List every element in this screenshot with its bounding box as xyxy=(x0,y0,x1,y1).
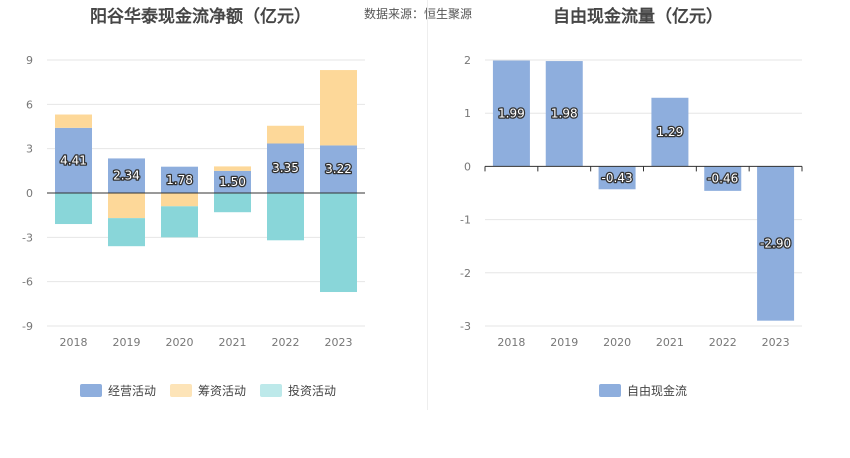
right-chart-legend: 自由现金流 xyxy=(599,382,701,399)
legend-item-operating[interactable]: 经营活动 xyxy=(80,382,156,399)
left-chart-legend: 经营活动 筹资活动 投资活动 xyxy=(80,382,350,399)
cash-flow-data-label: 2.34 xyxy=(113,169,140,183)
legend-label-operating: 经营活动 xyxy=(108,384,157,398)
legend-item-investing[interactable]: 投资活动 xyxy=(260,382,336,399)
free-cash-flow-data-label: 1.99 xyxy=(498,106,525,120)
free-cash-flow-x-tick-label: 2022 xyxy=(709,336,737,349)
legend-swatch-financing xyxy=(170,384,193,397)
cash-flow-bar-2 xyxy=(55,114,92,128)
cash-flow-y-tick-label: 0 xyxy=(26,187,33,200)
panel-divider xyxy=(427,0,428,410)
free-cash-flow-x-tick-label: 2023 xyxy=(762,336,790,349)
cash-flow-y-tick-label: -6 xyxy=(22,276,33,289)
free-cash-flow-x-tick-label: 2020 xyxy=(603,336,631,349)
free-cash-flow-bar-1 xyxy=(704,166,742,191)
cash-flow-data-label: 1.50 xyxy=(219,175,246,189)
cash-flow-bar-2 xyxy=(108,193,145,219)
cash-flow-bar-1 xyxy=(161,166,198,193)
legend-label-financing: 筹资活动 xyxy=(198,384,247,398)
free-cash-flow-x-tick-label: 2018 xyxy=(497,336,525,349)
free-cash-flow-data-label: -2.90 xyxy=(760,237,791,251)
cash-flow-bar-1 xyxy=(55,127,92,193)
cash-flow-bar-2 xyxy=(161,193,198,207)
free-cash-flow-data-label: 1.29 xyxy=(657,125,684,139)
cash-flow-bar-1 xyxy=(214,170,251,193)
free-cash-flow-bar-1 xyxy=(492,60,530,167)
free-cash-flow-x-tick-label: 2021 xyxy=(656,336,684,349)
legend-swatch-investing xyxy=(260,384,283,397)
cash-flow-data-label: 3.35 xyxy=(272,161,299,175)
cash-flow-bar-2 xyxy=(214,166,251,171)
free-cash-flow-y-tick-label: 0 xyxy=(464,160,471,173)
legend-swatch-free-cash-flow xyxy=(599,384,621,397)
free-cash-flow-bar-1 xyxy=(651,97,689,167)
cash-flow-bar-3 xyxy=(108,218,145,247)
legend-item-free-cash-flow[interactable]: 自由现金流 xyxy=(599,382,687,399)
cash-flow-data-label: 1.78 xyxy=(166,173,193,187)
legend-swatch-operating xyxy=(80,384,102,397)
cash-flow-x-tick-label: 2022 xyxy=(272,336,300,349)
legend-item-financing[interactable]: 筹资活动 xyxy=(170,382,246,399)
free-cash-flow-y-tick-label: 1 xyxy=(464,107,471,120)
cash-flow-y-tick-label: 9 xyxy=(26,54,33,67)
cash-flow-y-tick-label: -9 xyxy=(22,320,33,333)
cash-flow-bar-2 xyxy=(267,125,304,144)
left-chart-title: 阳谷华泰现金流净额（亿元） xyxy=(90,7,311,27)
cash-flow-bar-1 xyxy=(267,143,304,193)
free-cash-flow-data-label: -0.43 xyxy=(602,171,633,185)
cash-flow-x-tick-label: 2018 xyxy=(60,336,88,349)
cash-flow-x-tick-label: 2019 xyxy=(113,336,141,349)
cash-flow-bar-1 xyxy=(320,145,357,193)
cash-flow-bar-3 xyxy=(55,193,92,225)
free-cash-flow-y-tick-label: -2 xyxy=(460,267,471,280)
free-cash-flow-y-tick-label: 2 xyxy=(464,54,471,67)
cash-flow-bar-3 xyxy=(161,206,198,238)
free-cash-flow-bar-chart: 2 1 0 -1 -2 -3 2018 2019 2020 2021 2022 2023 1.99 1.9… xyxy=(460,54,803,349)
cash-flow-data-label: 3.22 xyxy=(325,162,352,176)
free-cash-flow-y-tick-label: -3 xyxy=(460,320,471,333)
legend-label-free-cash-flow: 自由现金流 xyxy=(627,384,688,398)
cash-flow-x-tick-label: 2020 xyxy=(166,336,194,349)
free-cash-flow-data-label: 1.98 xyxy=(551,107,578,121)
cash-flow-y-tick-label: 6 xyxy=(26,98,33,111)
right-chart-title: 自由现金流量（亿元） xyxy=(553,7,723,27)
free-cash-flow-bar-1 xyxy=(757,166,795,321)
cash-flow-x-tick-label: 2021 xyxy=(219,336,247,349)
cash-flow-stacked-bar-chart: 9 6 3 0 -3 -6 -9 2018 2019 2020 2021 2022 2023 4.41 2.… xyxy=(22,54,365,349)
free-cash-flow-bar-1 xyxy=(598,166,636,190)
free-cash-flow-data-label: -0.46 xyxy=(707,172,738,186)
cash-flow-bar-3 xyxy=(214,193,251,213)
cash-flow-data-label: 4.41 xyxy=(60,153,87,167)
cash-flow-bar-1 xyxy=(108,158,145,193)
cash-flow-bar-3 xyxy=(267,193,304,241)
free-cash-flow-bar-1 xyxy=(545,61,583,167)
data-source-text: 数据来源：恒生聚源 xyxy=(364,7,473,21)
cash-flow-y-tick-label: -3 xyxy=(22,231,33,244)
legend-label-investing: 投资活动 xyxy=(288,384,337,398)
cash-flow-y-tick-label: 3 xyxy=(26,143,33,156)
cash-flow-x-tick-label: 2023 xyxy=(325,336,353,349)
cash-flow-bar-2 xyxy=(320,70,357,146)
free-cash-flow-y-tick-label: -1 xyxy=(460,214,471,227)
cash-flow-bar-3 xyxy=(320,193,357,293)
free-cash-flow-x-tick-label: 2019 xyxy=(550,336,578,349)
